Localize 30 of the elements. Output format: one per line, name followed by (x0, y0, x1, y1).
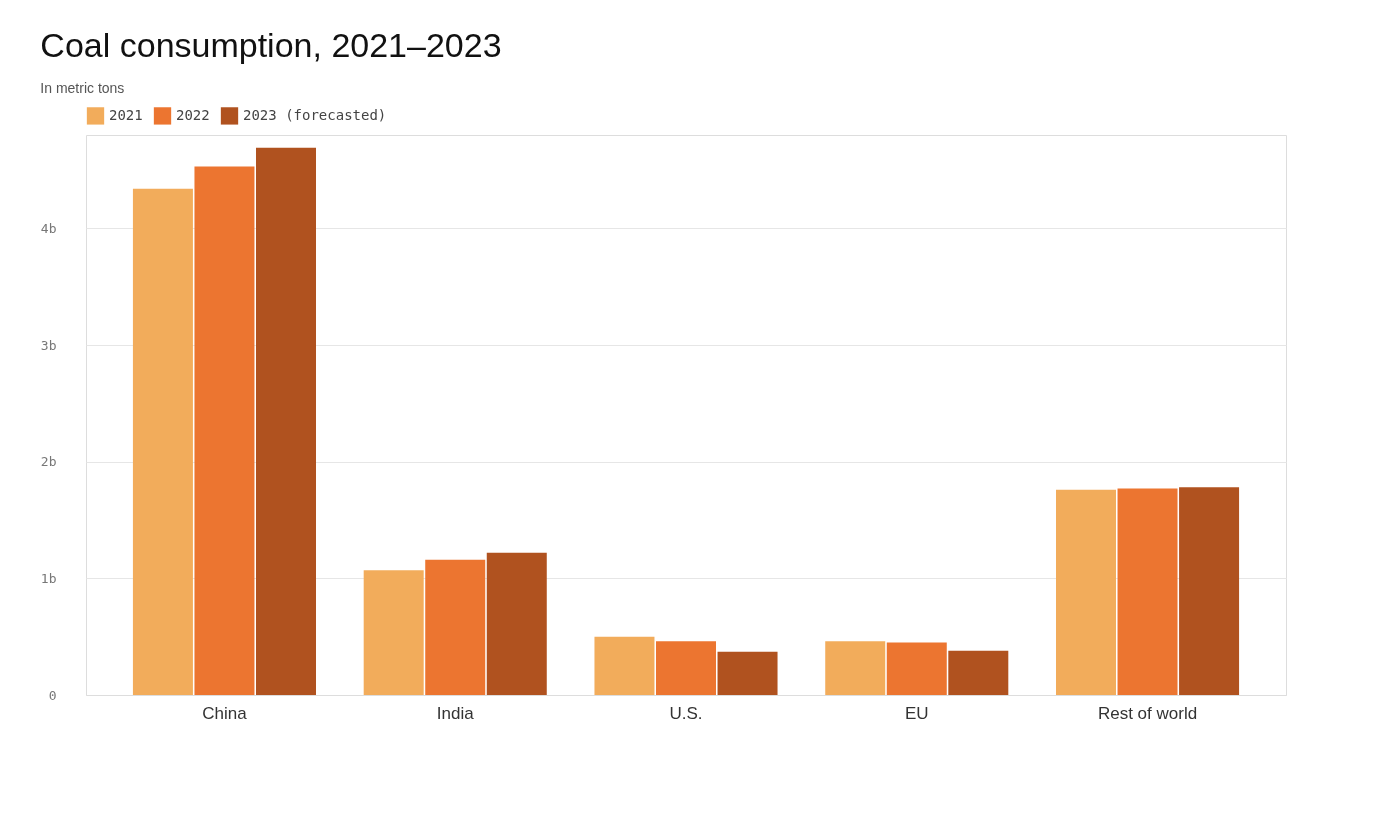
x-tick-label: Rest of world (1097, 703, 1198, 723)
bar (1117, 488, 1178, 695)
bar (948, 650, 1009, 695)
bar (425, 559, 486, 695)
x-tick-label: EU (904, 703, 929, 723)
bar (656, 641, 716, 695)
bar (717, 651, 778, 695)
x-tick-label: U.S. (669, 703, 703, 723)
bar (886, 642, 947, 695)
y-tick-label: 4b (40, 220, 57, 236)
bar (194, 166, 255, 695)
bar (132, 188, 193, 695)
x-tick-label: China (202, 703, 248, 723)
bar (363, 570, 424, 695)
y-tick-label: 0 (48, 687, 57, 703)
bar (256, 147, 316, 695)
legend-label: 2022 (176, 106, 210, 123)
bar (594, 636, 655, 695)
chart-subtitle: In metric tons (40, 80, 125, 96)
legend-label: 2023 (forecasted) (243, 106, 387, 123)
bar (1056, 489, 1116, 695)
y-tick-label: 3b (40, 337, 57, 353)
y-tick-label: 1b (40, 570, 57, 586)
bar (825, 641, 886, 695)
x-tick-label: India (436, 703, 475, 723)
y-tick-label: 2b (40, 454, 57, 470)
bar (1179, 487, 1240, 695)
legend-label: 2021 (109, 106, 143, 123)
bar (486, 552, 547, 695)
chart-title: Coal consumption, 2021–2023 (40, 26, 502, 64)
